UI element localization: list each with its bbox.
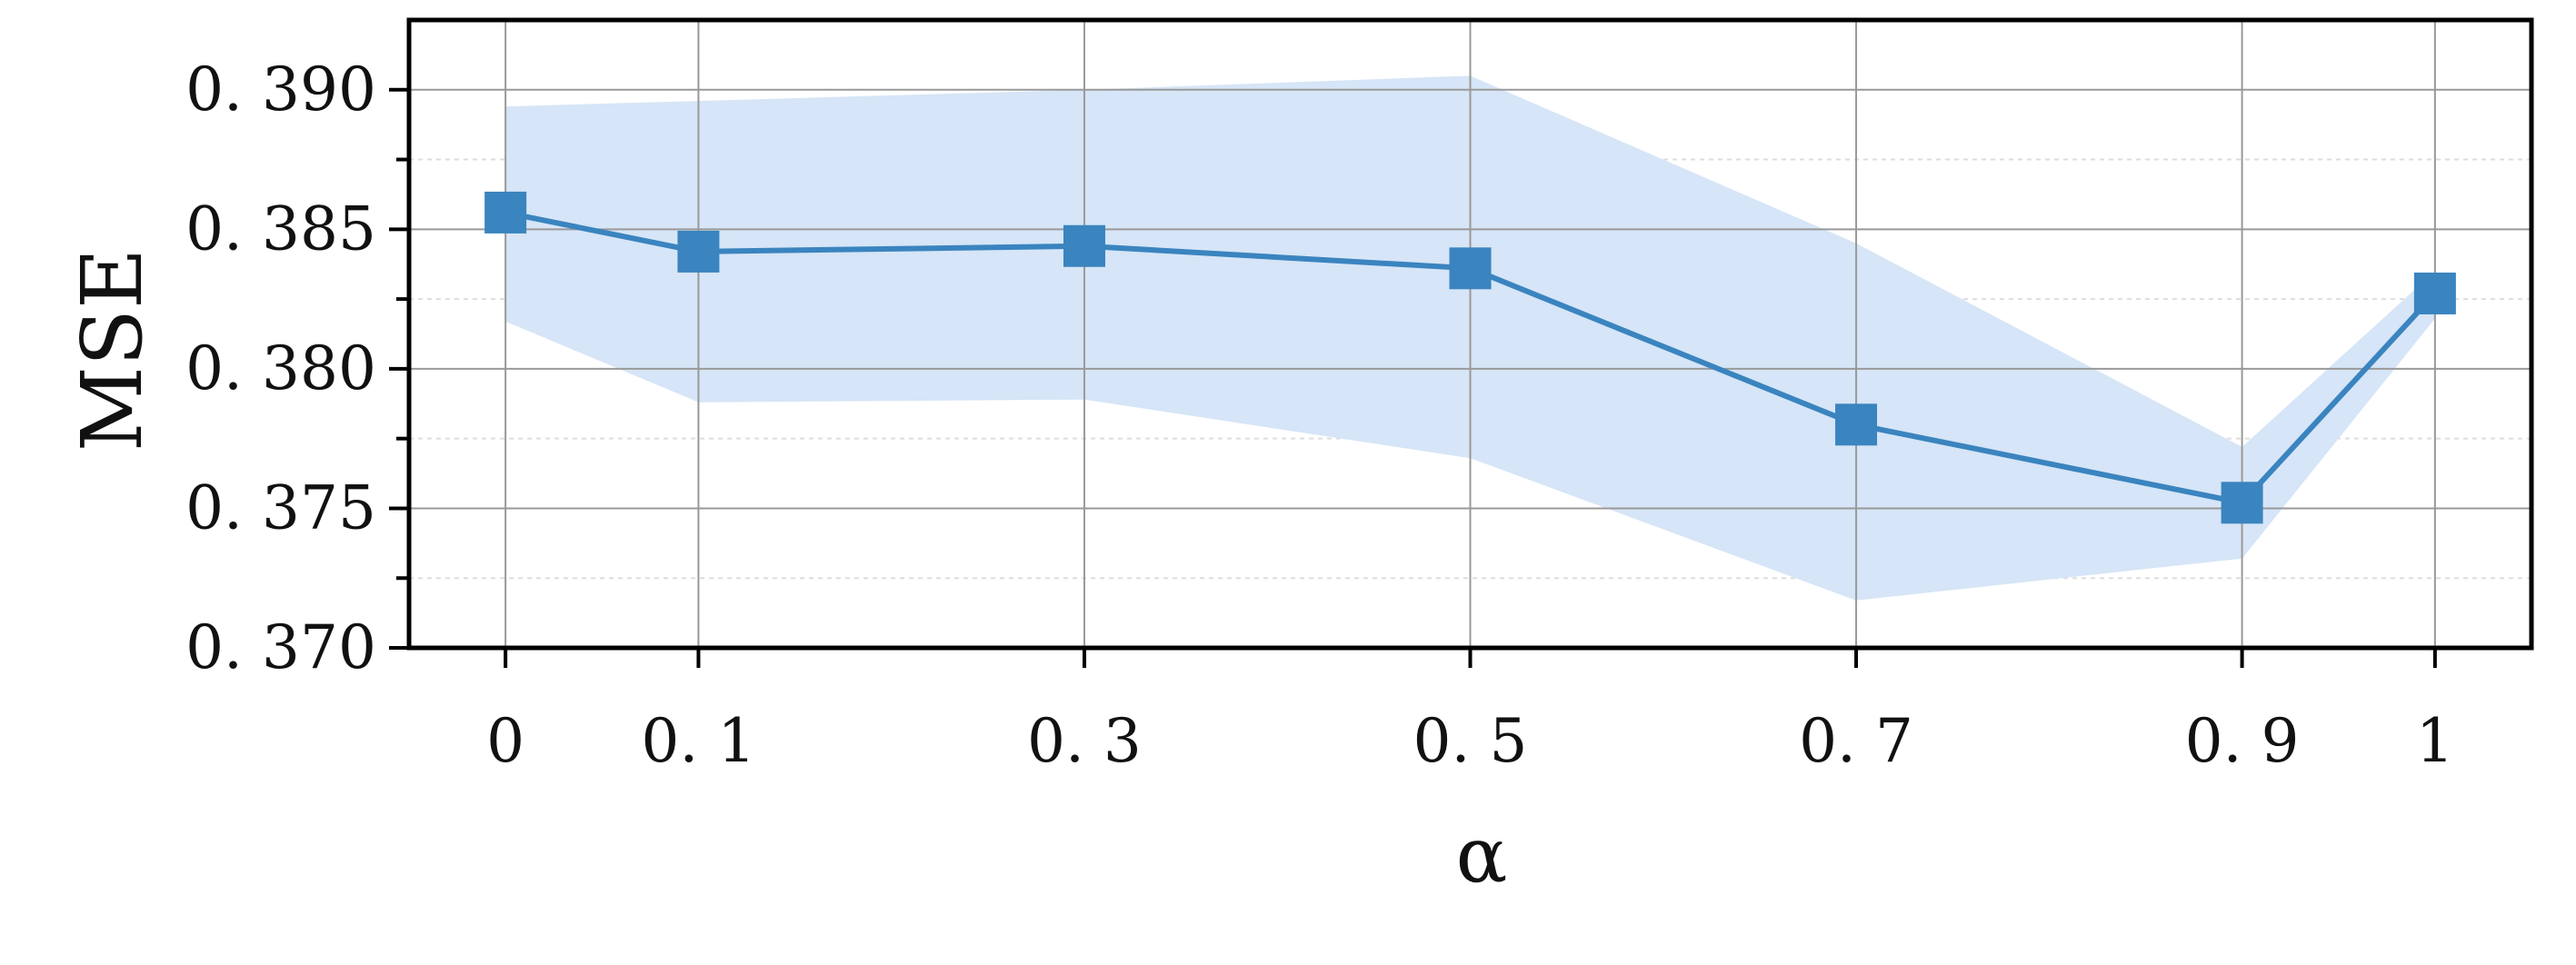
- data-point-marker: [677, 230, 720, 273]
- x-tick-label: 1: [2416, 706, 2454, 776]
- data-point-marker: [484, 191, 527, 234]
- data-point-marker: [1835, 403, 1878, 446]
- x-ticks: 0 0. 1 0. 3 0. 5 0. 7 0. 9 1: [486, 648, 2454, 776]
- data-point-marker: [2413, 272, 2456, 314]
- data-point-marker: [2221, 482, 2263, 524]
- x-axis-title: α: [1456, 811, 1508, 900]
- x-tick-label: 0. 1: [641, 706, 755, 776]
- y-tick-label: 0. 390: [185, 55, 376, 124]
- y-ticks: 0. 370 0. 375 0. 380 0. 385 0. 390: [185, 55, 409, 682]
- y-axis-title: MSE: [64, 248, 161, 452]
- x-tick-label: 0: [486, 706, 524, 776]
- x-tick-label: 0. 3: [1027, 706, 1142, 776]
- data-point-marker: [1449, 247, 1492, 290]
- x-tick-label: 0. 9: [2185, 706, 2300, 776]
- x-tick-label: 0. 7: [1799, 706, 1913, 776]
- y-tick-label: 0. 370: [185, 612, 376, 682]
- x-tick-label: 0. 5: [1413, 706, 1528, 776]
- series-markers: [484, 191, 2456, 524]
- y-tick-label: 0. 380: [185, 333, 376, 403]
- y-tick-label: 0. 385: [185, 194, 376, 264]
- y-tick-label: 0. 375: [185, 473, 376, 542]
- major-grid: [409, 20, 2531, 648]
- data-point-marker: [1063, 224, 1105, 267]
